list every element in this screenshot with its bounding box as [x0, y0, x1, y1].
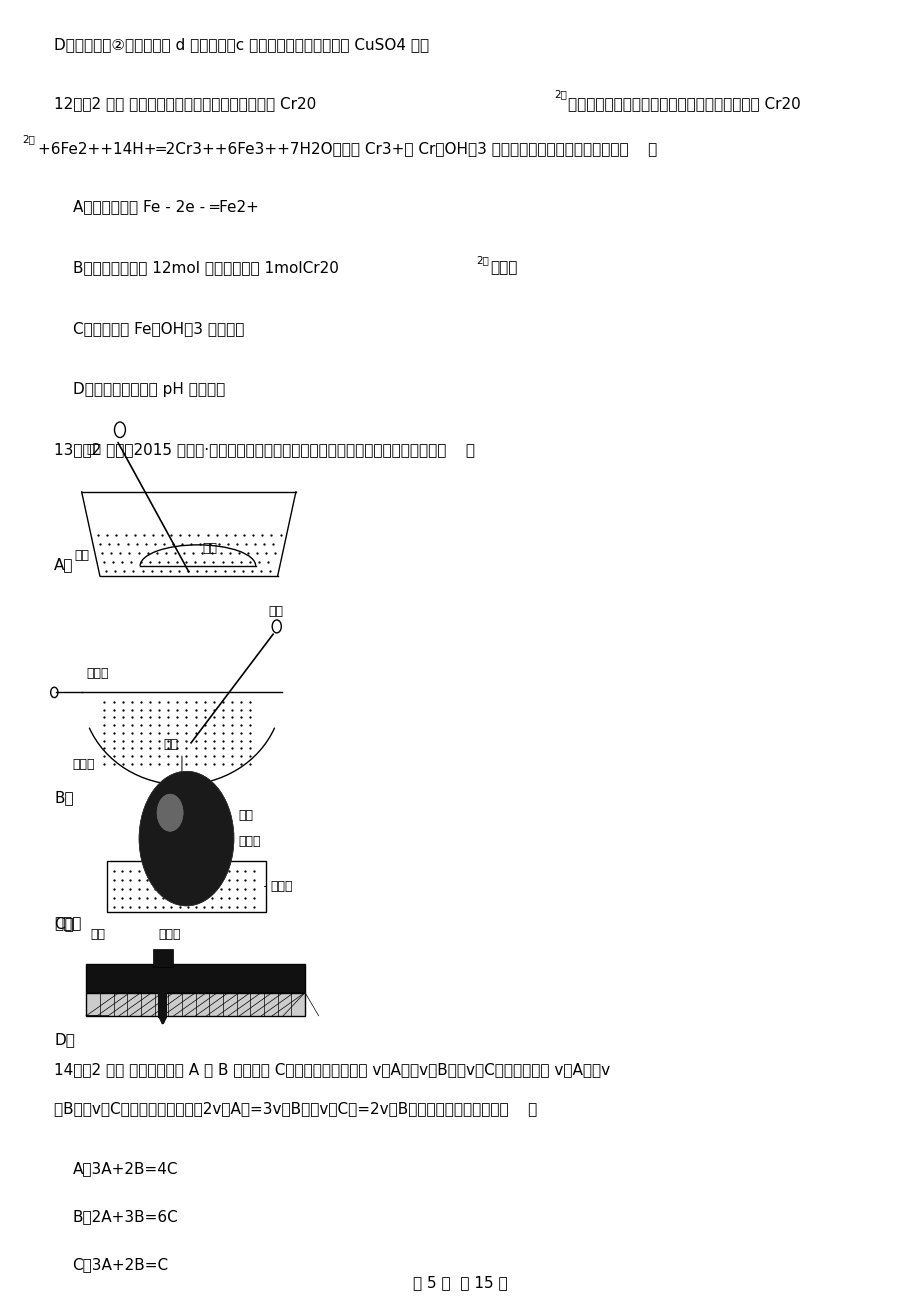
Text: A．阳极反应为 Fe - 2e - ═Fe2+: A．阳极反应为 Fe - 2e - ═Fe2+ — [73, 199, 258, 214]
Text: 铁铆钉: 铁铆钉 — [158, 928, 180, 941]
Text: +6Fe2++14H+═2Cr3++6Fe3++7H2O，最后 Cr3+以 Cr（OH）3 形式除去，下列说法不正确的是（    ）: +6Fe2++14H+═2Cr3++6Fe3++7H2O，最后 Cr3+以 Cr… — [38, 141, 656, 156]
Text: 2－: 2－ — [476, 255, 489, 264]
Text: 铁铲: 铁铲 — [268, 604, 283, 617]
Text: D．若用装置②精炼铜，则 d 极为粗铜，c 极为纯铜，电解质溶液为 CuSO4 溶液: D．若用装置②精炼铜，则 d 极为粗铜，c 极为纯铜，电解质溶液为 CuSO4 … — [54, 38, 429, 52]
Text: 均匀: 均匀 — [238, 809, 254, 822]
Text: 食醋: 食醋 — [74, 549, 89, 562]
Text: 食盐水: 食盐水 — [270, 880, 293, 893]
Text: B．: B． — [54, 790, 74, 806]
Circle shape — [156, 794, 183, 832]
Text: 第 5 页  共 15 页: 第 5 页 共 15 页 — [413, 1276, 506, 1290]
Text: B．电路中每转移 12mol 电子，最多有 1molCr20: B．电路中每转移 12mol 电子，最多有 1molCr20 — [73, 260, 338, 275]
Text: A．3A+2B=4C: A．3A+2B=4C — [73, 1161, 178, 1177]
Text: A．: A． — [54, 557, 74, 573]
Text: 被还原: 被还原 — [490, 260, 516, 275]
Text: 14．（2 分） 在密闭容器中 A 与 B 反应生成 C，其反应速率分别用 v（A）、v（B）、v（C）表示。已知 v（A）、v: 14．（2 分） 在密闭容器中 A 与 B 反应生成 C，其反应速率分别用 v（… — [54, 1062, 610, 1077]
Text: 酸雨: 酸雨 — [91, 928, 106, 941]
Circle shape — [156, 794, 183, 832]
Bar — [86, 963, 305, 992]
Text: B．2A+3B=6C: B．2A+3B=6C — [73, 1210, 178, 1224]
Text: 铜板: 铜板 — [244, 974, 258, 987]
Bar — [107, 861, 266, 913]
Text: C．3A+2B=C: C．3A+2B=C — [73, 1258, 168, 1272]
Bar — [153, 949, 173, 966]
Text: 13．（2 分）（2015 高二下·翔安期中）相同材质的铁在下列情形下最不易被腐蚀的是（    ）: 13．（2 分）（2015 高二下·翔安期中）相同材质的铁在下列情形下最不易被腐… — [54, 443, 475, 457]
Text: C．过程中有 Fe（OH）3 沉淀生成: C．过程中有 Fe（OH）3 沉淀生成 — [73, 320, 244, 336]
Text: 2－: 2－ — [22, 134, 35, 145]
Text: C．: C． — [54, 915, 74, 931]
Circle shape — [139, 771, 233, 906]
Text: D．电解过程中溶液 pH 不会变化: D．电解过程中溶液 pH 不会变化 — [73, 381, 224, 397]
Text: 2－: 2－ — [553, 90, 566, 99]
Text: ）时，以铁板作阴、阳极，处理过程中存在反应 Cr20: ）时，以铁板作阴、阳极，处理过程中存在反应 Cr20 — [567, 95, 800, 111]
Text: 铁球: 铁球 — [164, 738, 178, 751]
Text: 铁炒锅: 铁炒锅 — [86, 667, 108, 680]
Text: 塑料盆: 塑料盆 — [54, 915, 82, 931]
Text: （B）、v（C）之间有以下关系：2v（A）=3v（B），v（C）=2v（B），则此反应可表示为（    ）: （B）、v（C）之间有以下关系：2v（A）=3v（B），v（C）=2v（B），则… — [54, 1100, 537, 1116]
Text: 12．（2 分） 电解法处理酸性含铬废水（主要含有 Cr20: 12．（2 分） 电解法处理酸性含铬废水（主要含有 Cr20 — [54, 95, 316, 111]
Text: 铁勺: 铁勺 — [86, 443, 101, 456]
Text: 铜盆: 铜盆 — [202, 543, 217, 556]
Circle shape — [139, 771, 233, 906]
Text: 塑料板: 塑料板 — [213, 996, 235, 1009]
Text: 食盐水: 食盐水 — [73, 758, 95, 771]
Bar — [86, 992, 305, 1016]
Text: 铜镀层: 铜镀层 — [238, 835, 261, 848]
Bar — [158, 960, 167, 1018]
Text: D．: D． — [54, 1032, 75, 1047]
